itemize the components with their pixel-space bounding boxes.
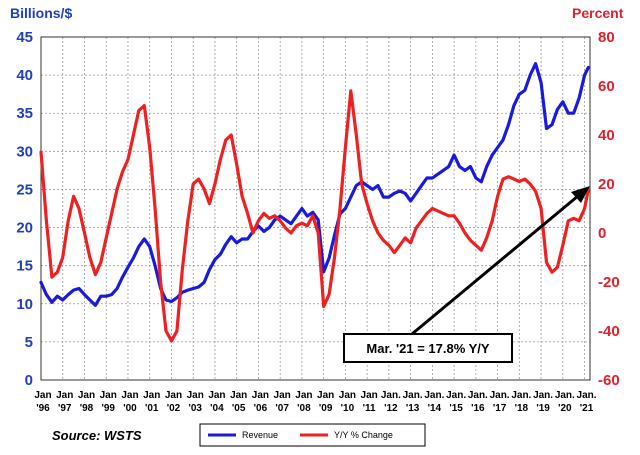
right-tick-label: 40 [598, 127, 615, 144]
left-tick-label: 10 [16, 296, 33, 313]
left-tick-label: 20 [16, 220, 33, 237]
annotation-box [343, 333, 513, 363]
plot-frame [40, 36, 591, 381]
x-tick-label-month: Jan. [511, 390, 531, 401]
x-tick-label-month: Jan [187, 390, 204, 401]
x-tick-label-month: Jan [317, 390, 334, 401]
right-tick-label: -40 [598, 323, 620, 340]
x-tick-label-year: '16 [471, 403, 485, 414]
left-tick-label: 15 [16, 258, 33, 275]
x-tick-label-year: '00 [123, 403, 137, 414]
legend-label-yoy: Y/Y % Change [334, 430, 393, 440]
left-tick-label: 0 [25, 372, 33, 389]
right-axis-title: Percent [572, 5, 624, 21]
x-tick-label-month: Jan. [468, 390, 488, 401]
x-tick-label-month: Jan [295, 390, 312, 401]
x-tick-label-year: '10 [341, 403, 355, 414]
x-tick-label-month: Jan [100, 390, 117, 401]
annotation: Mar. '21 = 17.8% Y/Y [343, 186, 590, 363]
x-tick-label-month: Jan. [490, 390, 510, 401]
right-tick-label: 80 [598, 29, 615, 46]
x-tick-label-month: Jan. [403, 390, 423, 401]
x-tick-label-month: Jan [165, 390, 182, 401]
x-tick-label-year: '12 [384, 403, 398, 414]
grid [40, 36, 590, 381]
left-axis-title: Billions/$ [10, 5, 72, 21]
x-tick-label-year: '04 [210, 403, 224, 414]
x-tick-label-month: Jan [121, 390, 138, 401]
x-tick-label-year: '18 [515, 403, 529, 414]
x-tick-label-year: '20 [558, 403, 572, 414]
revenue-line [39, 62, 590, 307]
x-tick-label-year: '19 [536, 403, 550, 414]
x-tick-label-month: Jan. [424, 390, 444, 401]
right-axis-ticks: -60 -40 -20 0 20 40 60 80 [598, 29, 620, 389]
x-tick-label-month: Jan [361, 390, 378, 401]
x-tick-label-year: '03 [188, 403, 202, 414]
x-tick-label-year: '17 [493, 403, 507, 414]
annotation-arrow [411, 189, 585, 336]
x-tick-label-year: '11 [363, 403, 376, 414]
x-tick-label-month: Jan [34, 390, 51, 401]
x-tick-label-month: Jan. [533, 390, 553, 401]
left-tick-label: 35 [16, 105, 33, 122]
x-tick-label-year: '09 [319, 403, 333, 414]
left-tick-label: 45 [16, 29, 33, 46]
x-tick-label-month: Jan [56, 390, 73, 401]
x-tick-label-year: '02 [167, 403, 181, 414]
source-label: Source: WSTS [52, 428, 142, 443]
x-tick-label-year: '05 [232, 403, 246, 414]
x-tick-label-year: '97 [58, 403, 72, 414]
annotation-label: Mar. '21 = 17.8% Y/Y [366, 341, 490, 356]
x-tick-label-month: Jan [78, 390, 95, 401]
x-tick-label-year: '14 [428, 403, 442, 414]
x-tick-label-year: '01 [145, 403, 159, 414]
x-tick-label-month: Jan. [577, 390, 597, 401]
x-tick-label-month: Jan. [446, 390, 466, 401]
right-tick-label: 0 [598, 225, 606, 242]
x-tick-label-month: Jan [274, 390, 291, 401]
right-tick-label: -20 [598, 274, 620, 291]
series-lines [39, 62, 590, 343]
x-tick-label-year: '21 [580, 403, 594, 414]
x-tick-label-year: '07 [275, 403, 289, 414]
x-tick-label-month: Jan [230, 390, 247, 401]
x-tick-label-year: '98 [80, 403, 94, 414]
annotation-arrowhead [571, 186, 590, 203]
x-axis-ticks: Jan '96 Jan '97 Jan '98 Jan '99 Jan '00 Jan '01 Jan '… [34, 390, 596, 414]
right-tick-label: 20 [598, 176, 615, 193]
left-tick-label: 25 [16, 181, 33, 198]
x-tick-label-month: Jan [339, 390, 356, 401]
left-tick-label: 40 [16, 67, 33, 84]
right-tick-label: -60 [598, 372, 620, 389]
yoy-change-line [39, 89, 590, 343]
x-tick-label-month: Jan [208, 390, 225, 401]
left-tick-label: 30 [16, 143, 33, 160]
x-tick-label-year: '13 [406, 403, 420, 414]
right-tick-label: 60 [598, 78, 615, 95]
legend-label-revenue: Revenue [242, 430, 278, 440]
x-tick-label-month: Jan [143, 390, 160, 401]
left-tick-label: 5 [25, 334, 33, 351]
left-axis-ticks: 0 5 10 15 20 25 30 35 40 45 [16, 29, 33, 389]
legend: Revenue Y/Y % Change [199, 423, 426, 447]
x-tick-label-year: '08 [297, 403, 311, 414]
x-tick-label-month: Jan. [381, 390, 401, 401]
x-tick-label-year: '99 [101, 403, 115, 414]
x-tick-label-year: '15 [449, 403, 463, 414]
x-tick-label-year: '96 [36, 403, 50, 414]
x-tick-label-year: '06 [254, 403, 268, 414]
x-tick-label-month: Jan. [555, 390, 575, 401]
x-tick-label-month: Jan [252, 390, 269, 401]
